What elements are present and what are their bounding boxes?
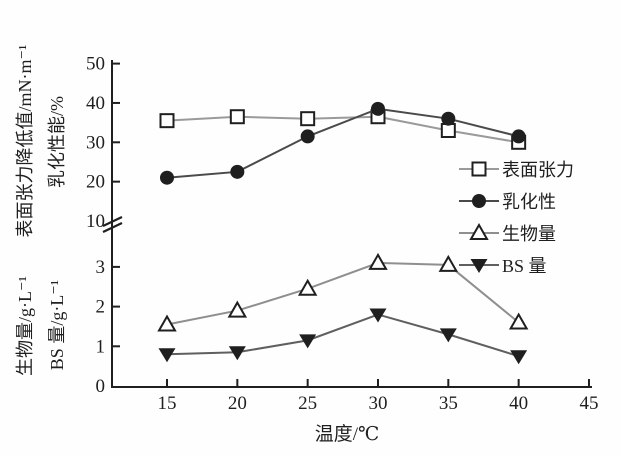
filled-circle-icon — [472, 194, 486, 208]
x-tick-label: 40 — [509, 393, 528, 414]
open-square-icon — [159, 113, 175, 129]
y-tick-label: 50 — [86, 54, 105, 75]
filled-down-triangle-icon — [158, 348, 176, 363]
y-axis-label-bottom-inner: BS 量/g·L⁻¹ — [47, 279, 67, 371]
axis-break-icon — [102, 216, 123, 227]
y-tick-label: 30 — [86, 132, 105, 153]
filled-circle-icon — [230, 164, 245, 179]
open-triangle-icon — [227, 300, 248, 318]
open-triangle-icon — [469, 223, 489, 240]
y-axis-label-top-outer: 表面张力降低值/mN·m⁻¹ — [15, 44, 35, 238]
legend-label: 表面张力 — [502, 160, 574, 180]
y-tick-label: 3 — [96, 257, 106, 278]
legend-item-emulsification: 乳化性 — [458, 190, 574, 212]
open-square-icon — [229, 109, 245, 125]
open-square-icon — [440, 122, 456, 138]
filled-circle-icon — [300, 129, 315, 144]
filled-down-triangle-icon — [439, 328, 457, 343]
open-triangle-icon — [297, 278, 318, 296]
x-tick-label: 30 — [368, 393, 387, 414]
y-tick-label: 10 — [86, 211, 105, 232]
legend-label: 生物量 — [502, 224, 556, 244]
y-tick-label: 40 — [86, 93, 105, 114]
filled-circle-icon — [459, 194, 499, 208]
axis-lines — [111, 60, 592, 388]
filled-down-triangle-icon — [510, 350, 528, 365]
legend-label: 乳化性 — [502, 192, 556, 212]
y-tick-label: 2 — [96, 297, 106, 318]
series-line-0 — [166, 115, 519, 144]
open-square-icon — [300, 111, 316, 127]
filled-circle-icon — [370, 101, 385, 116]
axis-break-icon — [102, 222, 123, 233]
x-tick-label: 35 — [439, 393, 458, 414]
open-square-icon — [471, 161, 487, 177]
open-triangle-icon — [438, 254, 459, 272]
legend: 表面张力 乳化性 生物量 BS 量 — [458, 158, 574, 276]
open-triangle-icon — [368, 252, 388, 270]
filled-down-triangle-icon — [470, 259, 488, 273]
x-tick-label: 15 — [158, 393, 177, 414]
series-line-3 — [166, 313, 519, 358]
legend-label: BS 量 — [502, 256, 547, 276]
series-line-2 — [166, 261, 520, 326]
x-axis-label: 温度/℃ — [314, 424, 380, 445]
y-axis-label-bottom-outer: 生物量/g·L⁻¹ — [15, 276, 35, 376]
legend-item-bs-amount: BS 量 — [458, 254, 574, 276]
y-tick-label: 0 — [96, 376, 106, 397]
filled-circle-icon — [441, 111, 456, 126]
legend-item-surface-tension: 表面张力 — [458, 158, 574, 180]
open-triangle-icon — [459, 223, 499, 240]
open-triangle-icon — [508, 312, 529, 330]
filled-down-triangle-icon — [228, 346, 246, 361]
x-tick-label: 45 — [579, 393, 598, 414]
x-tick-label: 20 — [228, 393, 247, 414]
open-square-icon — [459, 161, 499, 177]
filled-down-triangle-icon — [299, 334, 317, 349]
open-triangle-icon — [157, 314, 177, 332]
y-tick-label: 20 — [86, 172, 105, 193]
legend-item-biomass: 生物量 — [458, 222, 574, 244]
y-tick-label: 1 — [96, 336, 106, 357]
filled-down-triangle-icon — [369, 308, 387, 323]
filled-circle-icon — [160, 170, 174, 185]
filled-down-triangle-icon — [459, 259, 499, 273]
series-line-1 — [166, 107, 519, 179]
y-axis-label-top-inner: 乳化性能/% — [47, 96, 67, 188]
x-tick-label: 25 — [298, 393, 317, 414]
filled-circle-icon — [511, 129, 526, 144]
